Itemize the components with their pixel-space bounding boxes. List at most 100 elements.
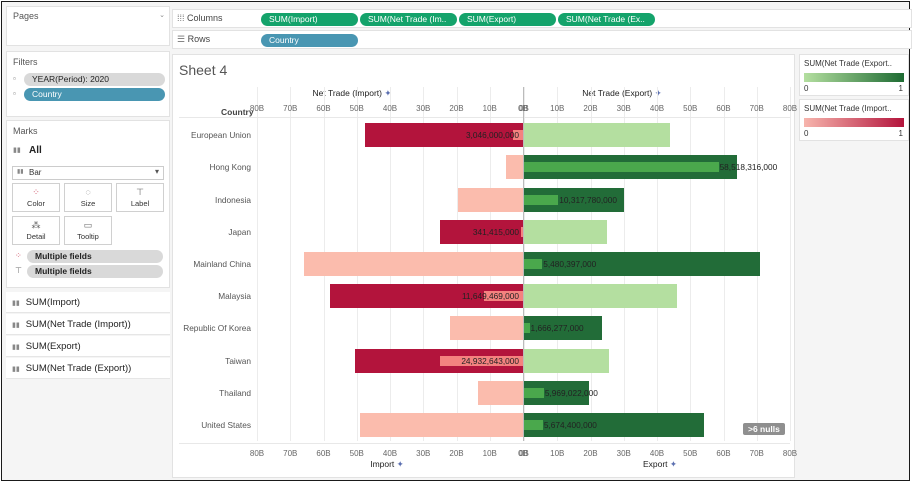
import-bar[interactable] — [449, 316, 523, 341]
tick-label-export: 30B — [616, 104, 631, 113]
net-trade-export-bar[interactable] — [524, 387, 544, 398]
net-trade-import-bar[interactable] — [440, 355, 523, 366]
rows-pill-country[interactable]: Country — [261, 34, 358, 47]
rows-shelf[interactable]: ☰ Rows Country — [172, 30, 912, 49]
columns-pill-net-trade-import[interactable]: SUM(Net Trade (Im.. — [360, 13, 457, 26]
tick-label-import: 40B — [382, 449, 398, 458]
bar-chart-icon: ▮▮ — [12, 344, 20, 351]
color-field-pill[interactable]: Multiple fields — [27, 250, 163, 263]
tick-label-import: 30B — [416, 104, 431, 113]
category-label: Taiwan — [225, 355, 251, 366]
import-bar[interactable] — [439, 219, 523, 244]
export-bar[interactable] — [524, 348, 609, 373]
tick-label-export: 10B — [550, 104, 565, 113]
detail-button-label: Detail — [26, 232, 46, 241]
import-bar[interactable] — [303, 251, 523, 276]
import-bar[interactable] — [458, 187, 523, 212]
net-trade-export-bar[interactable] — [524, 258, 543, 269]
tick-label-export: 50B — [683, 449, 698, 458]
net-trade-import-bar[interactable] — [512, 130, 523, 141]
columns-pill-import[interactable]: SUM(Import) — [261, 13, 358, 26]
tick-label-export: 60B — [716, 449, 731, 458]
measure-import[interactable]: ▮▮ SUM(Import) — [6, 292, 170, 313]
export-bar[interactable] — [524, 412, 704, 437]
tick-label-export: 40B — [649, 449, 665, 458]
export-bar[interactable] — [524, 251, 761, 276]
import-bar[interactable] — [360, 412, 523, 437]
data-label: 1,666,277,000 — [530, 323, 584, 334]
label-button[interactable]: ⊤ Label — [116, 183, 164, 212]
tick-label-import: 10B — [482, 449, 497, 458]
bottom-axis-title-import-text: Import — [370, 459, 395, 469]
columns-icon: ⁞⁞⁞ — [177, 13, 188, 23]
filter-country-pill[interactable]: Country — [24, 88, 165, 101]
tick-label-import: 80B — [249, 449, 265, 458]
size-button-label: Size — [80, 199, 96, 208]
net-trade-export-bar[interactable] — [524, 419, 543, 430]
tick-label-export: 20B — [583, 104, 598, 113]
data-label: 58,518,316,000 — [719, 162, 778, 173]
date-icon: ▫ — [13, 74, 16, 83]
measure-export[interactable]: ▮▮ SUM(Export) — [6, 336, 170, 357]
top-axis-title-import-text: Net Trade (Import) — [312, 88, 382, 98]
pin-icon: ✦ — [654, 88, 662, 98]
tick-label-import: 40B — [382, 104, 398, 113]
tick-label-export: 60B — [716, 104, 731, 113]
marks-card: Marks ▮▮ All ▮▮ Bar ▾ ⁘ Color ◌ Size ⊤ L… — [6, 120, 170, 288]
size-button[interactable]: ◌ Size — [64, 183, 112, 212]
pin-icon: ✦ — [384, 88, 392, 98]
pages-label: Pages — [13, 11, 39, 21]
category-label: Thailand — [219, 387, 251, 398]
bottom-axis-title-export: Export ✦ — [643, 459, 677, 470]
category-label: Republic Of Korea — [183, 323, 251, 334]
import-bar[interactable] — [365, 123, 523, 148]
tooltip-button-label: Tooltip — [77, 232, 99, 241]
tick-label-import: 20B — [449, 104, 464, 113]
measure-net-trade-import[interactable]: ▮▮ SUM(Net Trade (Import)) — [6, 314, 170, 335]
bar-chart-icon: ▮▮ — [13, 147, 21, 154]
import-bar[interactable] — [478, 380, 523, 405]
tick-label-import: 50B — [349, 449, 364, 458]
measure-net-trade-export-label: SUM(Net Trade (Export)) — [25, 363, 132, 374]
label-field-pill[interactable]: Multiple fields — [27, 265, 163, 278]
color-button[interactable]: ⁘ Color — [12, 183, 60, 212]
measure-net-trade-export[interactable]: ▮▮ SUM(Net Trade (Export)) — [6, 358, 170, 379]
export-bar[interactable] — [524, 219, 608, 244]
columns-pill-net-trade-export[interactable]: SUM(Net Trade (Ex.. — [558, 13, 655, 26]
pages-menu-icon[interactable]: ⌄ — [159, 12, 165, 19]
marks-all-tab[interactable]: All — [29, 145, 42, 156]
net-trade-export-bar[interactable] — [524, 194, 559, 205]
category-label: Malaysia — [218, 291, 251, 302]
dimension-icon: ▫ — [13, 89, 16, 98]
tooltip-button[interactable]: ▭ Tooltip — [64, 216, 112, 245]
export-bar[interactable] — [524, 284, 677, 309]
tick-label-export: 70B — [749, 104, 764, 113]
filter-year-pill[interactable]: YEAR(Period): 2020 — [24, 73, 165, 86]
export-bar[interactable] — [524, 316, 603, 341]
import-bar[interactable] — [506, 155, 523, 180]
net-trade-export-bar[interactable] — [524, 162, 719, 173]
tick-label-import: 10B — [482, 104, 497, 113]
category-label: European Union — [191, 130, 251, 141]
detail-button[interactable]: ⁂ Detail — [12, 216, 60, 245]
gridline — [257, 87, 258, 441]
center-axis-line — [523, 87, 524, 441]
net-trade-import-bar[interactable] — [484, 291, 523, 302]
net-trade-import-bar[interactable] — [521, 226, 523, 237]
export-bar[interactable] — [524, 123, 671, 148]
legend-net-trade-export: SUM(Net Trade (Export.. 0 1 — [799, 54, 909, 96]
bar-chart-icon: ▮▮ — [12, 322, 20, 329]
columns-shelf[interactable]: ⁞⁞⁞ Columns SUM(Import) SUM(Net Trade (I… — [172, 9, 912, 28]
gridline — [290, 87, 292, 441]
rows-shelf-label: ☰ Rows — [177, 34, 210, 45]
net-trade-export-bar[interactable] — [524, 323, 530, 334]
tick-label-export: 70B — [749, 449, 764, 458]
data-label: 10,317,780,000 — [559, 194, 617, 205]
data-label: 341,415,000 — [472, 226, 519, 237]
mark-type-dropdown[interactable]: ▮▮ Bar ▾ — [12, 166, 164, 180]
row-header-country: Country — [221, 107, 254, 117]
columns-pill-export[interactable]: SUM(Export) — [459, 13, 556, 26]
tick-label-import: 0B — [518, 104, 528, 113]
nulls-indicator[interactable]: >6 nulls — [743, 423, 785, 435]
pin-icon: ✦ — [396, 459, 404, 469]
